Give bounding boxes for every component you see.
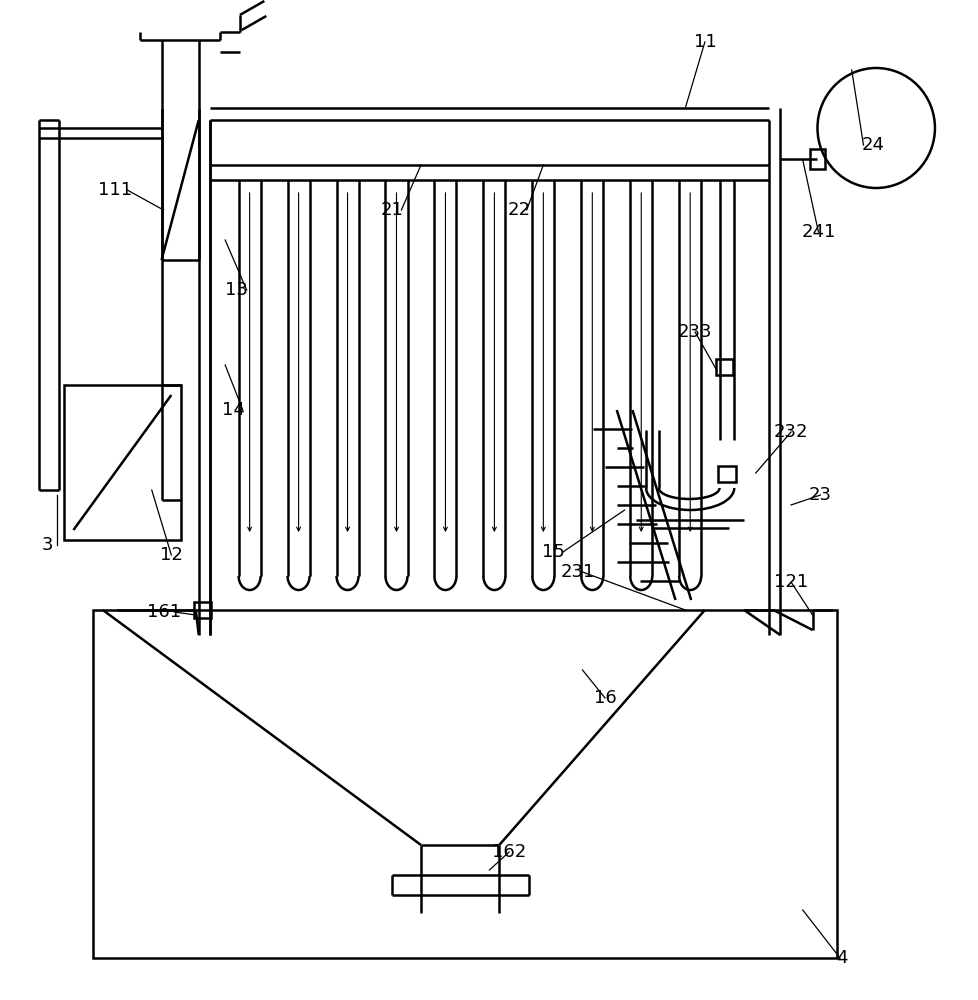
Text: 23: 23 (808, 486, 831, 504)
Text: 121: 121 (774, 573, 807, 591)
Text: 232: 232 (773, 423, 808, 441)
Bar (93, 610, 836, 958)
Bar (715, 359, 733, 375)
Text: 11: 11 (692, 33, 716, 51)
Bar (809, 149, 824, 169)
Text: 241: 241 (800, 223, 835, 241)
Bar (64, 385, 181, 540)
Text: 233: 233 (677, 323, 712, 341)
Bar (194, 602, 211, 618)
Text: 14: 14 (221, 401, 244, 419)
Text: 24: 24 (861, 136, 884, 154)
Text: 161: 161 (148, 603, 181, 621)
Text: 162: 162 (492, 843, 525, 861)
Text: 12: 12 (159, 546, 183, 564)
Bar (717, 466, 735, 482)
Text: 13: 13 (225, 281, 248, 299)
Text: 21: 21 (379, 201, 403, 219)
Text: 3: 3 (41, 536, 53, 554)
Text: 231: 231 (559, 563, 595, 581)
Text: 15: 15 (541, 543, 564, 561)
Text: 22: 22 (507, 201, 530, 219)
Text: 4: 4 (835, 949, 847, 967)
Text: 16: 16 (593, 689, 616, 707)
Text: 111: 111 (99, 181, 132, 199)
